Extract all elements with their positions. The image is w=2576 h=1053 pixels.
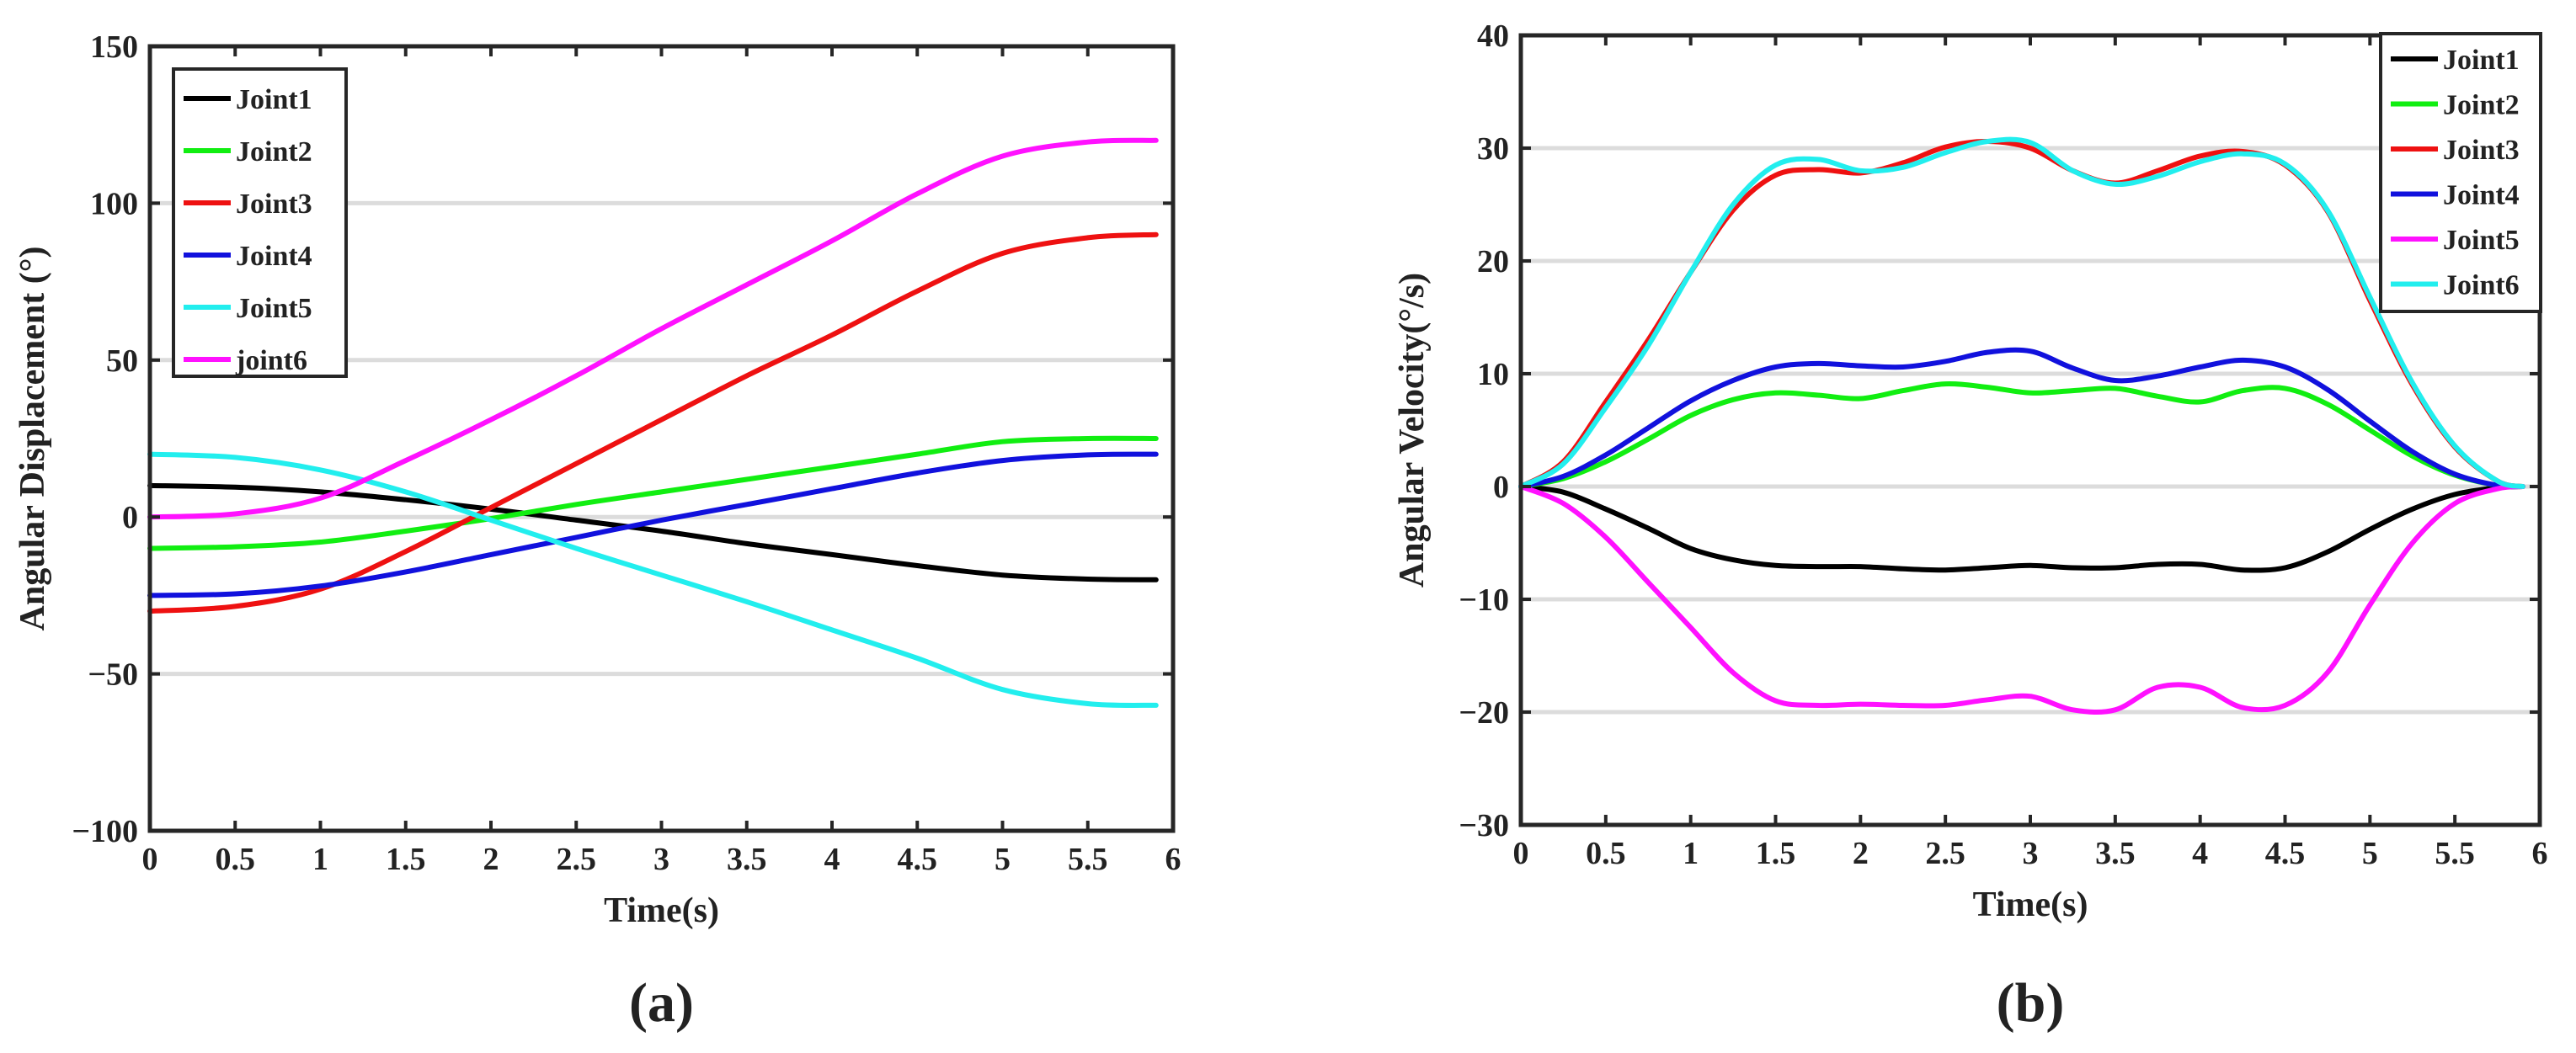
y-tick-label: −10: [1459, 582, 1509, 618]
x-tick-label: 3.5: [727, 842, 767, 877]
x-tick-label: 4.5: [898, 842, 938, 877]
x-tick-label: 1: [312, 842, 328, 877]
series-line-joint4: [1518, 347, 2525, 490]
series-line-joint1: [147, 482, 1159, 582]
y-tick-label: −20: [1459, 695, 1509, 731]
x-tick-label: 3: [2023, 836, 2039, 871]
legend-label: Joint4: [2443, 180, 2520, 211]
series-line-joint6: [1518, 136, 2525, 489]
x-tick-label: 0: [142, 842, 158, 877]
chart-panel-b: 0 0.5 1 1.5 2 2.5 3 3.5 4 4.5 5 5.5 6 −30 −20 −10 0 10 20 3…: [1393, 19, 2548, 1034]
y-tick-label: 100: [90, 186, 138, 221]
legend-label: Joint3: [2443, 135, 2520, 166]
x-tick-label: 5: [995, 842, 1011, 877]
y-tick-label: −30: [1459, 808, 1509, 843]
series-line-joint6: [147, 137, 1159, 520]
legend-label: Joint1: [2443, 45, 2520, 76]
x-tick-label: 2.5: [557, 842, 597, 877]
y-tick-label: 50: [106, 343, 138, 379]
y-tick-label: 20: [1477, 244, 1509, 279]
x-tick-label: 4: [2192, 836, 2208, 871]
panel-label: (b): [1997, 972, 2065, 1034]
y-tick-label: 10: [1477, 357, 1509, 392]
y-tick-label: 0: [122, 500, 138, 535]
x-tick-label: 2.5: [1925, 836, 1965, 871]
y-tick-label: 30: [1477, 131, 1509, 167]
series-line-joint1: [1518, 484, 2525, 573]
x-tick-label: 1.5: [386, 842, 426, 877]
series-line-joint2: [147, 435, 1159, 551]
series-line-joint4: [147, 451, 1159, 598]
x-tick-label: 4.5: [2265, 836, 2306, 871]
y-tick-label: 40: [1477, 19, 1509, 54]
x-tick-label: 0: [1513, 836, 1529, 871]
legend-box: [2379, 32, 2542, 313]
x-tick-label: 6: [2532, 836, 2548, 871]
legend: Joint1 Joint2 Joint3 Joint4 Joint5 joint6: [172, 67, 348, 378]
series-line-joint3: [147, 231, 1159, 614]
x-axis-title: Time(s): [1973, 885, 2088, 924]
x-tick-label: 2: [483, 842, 499, 877]
y-tick-label: 0: [1493, 470, 1509, 505]
series-line-joint5: [1518, 484, 2525, 715]
panel-label: (a): [629, 972, 694, 1034]
legend-label: Joint5: [2443, 225, 2520, 256]
legend-label: Joint5: [236, 293, 312, 324]
legend-box: [172, 67, 348, 378]
legend-label: Joint2: [2443, 90, 2520, 121]
x-tick-label: 3: [653, 842, 669, 877]
x-tick-label: 4: [824, 842, 840, 877]
legend-label: Joint1: [236, 84, 312, 115]
legend-label: Joint3: [236, 189, 312, 220]
y-tick-label: −100: [72, 814, 138, 849]
x-tick-label: 3.5: [2095, 836, 2136, 871]
x-tick-label: 0.5: [1586, 836, 1626, 871]
legend: Joint1 Joint2 Joint3 Joint4 Joint5 Joint6: [2379, 32, 2542, 313]
x-tick-label: 1.5: [1756, 836, 1796, 871]
x-tick-label: 5: [2362, 836, 2378, 871]
x-axis-title: Time(s): [604, 891, 719, 930]
series-line-joint2: [1518, 380, 2525, 490]
x-tick-label: 1: [1683, 836, 1699, 871]
x-tick-label: 5.5: [1068, 842, 1108, 877]
x-tick-label: 0.5: [216, 842, 256, 877]
x-tick-label: 5.5: [2435, 836, 2475, 871]
x-tick-label: 6: [1165, 842, 1181, 877]
legend-label: Joint4: [236, 241, 312, 272]
y-tick-label: 150: [90, 29, 138, 65]
legend-label: Joint6: [2443, 270, 2520, 301]
y-axis-title: Angular Velocity(°/s): [1393, 273, 1432, 588]
legend-label: joint6: [235, 345, 307, 376]
y-axis-title: Angular Displacement (°): [13, 247, 52, 631]
x-tick-label: 2: [1853, 836, 1869, 871]
chart-panel-a: 0 0.5 1 1.5 2 2.5 3 3.5 4 4.5 5 5.5 6 −100 −50 0 50 100 15…: [13, 29, 1181, 1034]
series-line-joint5: [147, 451, 1159, 708]
y-tick-label: −50: [88, 657, 138, 693]
legend-label: Joint2: [236, 136, 312, 168]
